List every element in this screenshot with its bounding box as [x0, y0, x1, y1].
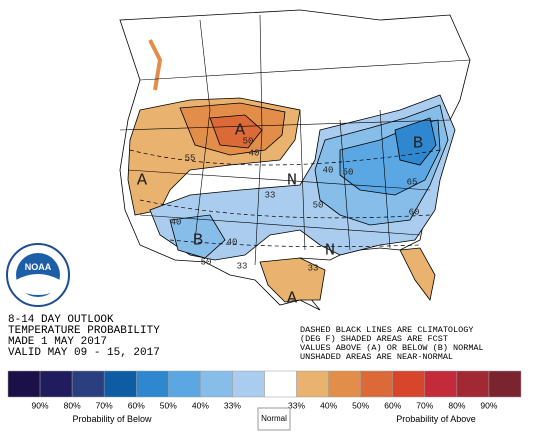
legend-swatch [232, 370, 265, 398]
legend-swatch [488, 370, 522, 398]
legend-label: 50% [160, 400, 177, 410]
legend-label: 33% [224, 400, 241, 410]
map-label: B [413, 134, 423, 153]
legend-label: 80% [448, 400, 465, 410]
above-region [399, 247, 436, 301]
legend-label: 70% [416, 400, 433, 410]
legend-label: 70% [96, 400, 113, 410]
map-label: 50 [243, 136, 254, 146]
map-label: 50 [343, 167, 354, 177]
below-region [394, 117, 437, 166]
notes-block: DASHED BLACK LINES ARE CLIMATOLOGY(DEG F… [300, 325, 484, 362]
legend-swatch [168, 370, 201, 398]
legend-swatch [296, 370, 329, 398]
legend-title: Probability of Below [72, 414, 152, 424]
legend-label: 33% [288, 400, 305, 410]
map [119, 9, 471, 311]
above-region [259, 257, 326, 303]
title-line: TEMPERATURE PROBABILITY [8, 325, 160, 337]
legend-swatch [39, 370, 73, 398]
legend-title: Probability of Above [396, 414, 476, 424]
map-label: 33 [265, 190, 276, 200]
map-label: 33 [237, 261, 248, 271]
legend-label: 60% [384, 400, 401, 410]
map-label: N [325, 241, 335, 260]
normal-box [257, 407, 291, 431]
legend-swatch [71, 370, 105, 398]
legend-label: 40% [192, 400, 209, 410]
map-label: A [235, 121, 246, 140]
map-label: 50 [313, 200, 324, 210]
legend-swatch [392, 370, 426, 398]
map-label: 50 [201, 257, 212, 267]
legend-title: Normal [261, 414, 287, 423]
legend-label: 80% [64, 400, 81, 410]
legend-swatch [264, 370, 297, 398]
map-label: A [287, 289, 298, 308]
above-region [209, 114, 263, 149]
title-line: MADE 1 MAY 2017 [8, 336, 107, 348]
map-label: 40 [227, 237, 238, 247]
legend-swatch [456, 370, 490, 398]
map-label: B [193, 231, 203, 250]
note-line: DASHED BLACK LINES ARE CLIMATOLOGY [300, 325, 473, 335]
note-line: (DEG F) SHADED AREAS ARE FCST [300, 334, 448, 344]
map-label: 40 [323, 165, 334, 175]
note-line: UNSHADED AREAS ARE NEAR-NORMAL [300, 352, 453, 362]
legend-swatch [360, 370, 393, 398]
legend-label: 40% [320, 400, 337, 410]
map-label: 40 [171, 217, 182, 227]
map-label: 55 [185, 153, 196, 163]
logo: NOAA [6, 243, 70, 307]
map-label: 40 [249, 148, 260, 158]
legend-swatch [424, 370, 458, 398]
below-region [169, 214, 226, 259]
legend-label: 90% [32, 400, 49, 410]
title-line: VALID MAY 09 - 15, 2017 [8, 347, 160, 359]
legend-label: 50% [352, 400, 369, 410]
map-label: A [137, 171, 148, 190]
legend-swatch [136, 370, 169, 398]
legend: 90% 80% 70% 60% 50% 40% 33% 33% 40% 50% 60% 70% 80% 9… [7, 370, 522, 410]
logo-text: NOAA [25, 262, 52, 272]
legend-swatch [7, 370, 41, 398]
note-line: VALUES ABOVE (A) OR BELOW (B) NORMAL [300, 343, 484, 353]
map-label: 60 [409, 207, 420, 217]
legend-label: 90% [480, 400, 497, 410]
map-label: 33 [308, 263, 319, 273]
title-line: 8-14 DAY OUTLOOK [8, 314, 114, 326]
map-label: N [287, 171, 297, 190]
legend-swatch [328, 370, 361, 398]
legend-swatch [200, 370, 233, 398]
legend-swatch [103, 370, 137, 398]
legend-label: 60% [128, 400, 145, 410]
above-region [148, 39, 163, 91]
map-label: 65 [407, 177, 418, 187]
